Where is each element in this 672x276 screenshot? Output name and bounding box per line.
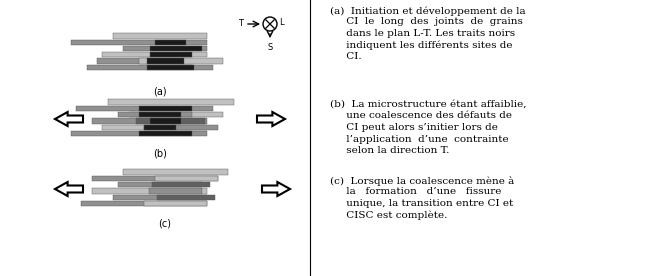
- Bar: [152, 182, 210, 187]
- Bar: [155, 176, 218, 181]
- Text: (a)  Initiation et développement de la: (a) Initiation et développement de la: [330, 6, 526, 15]
- Bar: [71, 39, 207, 45]
- Bar: [102, 52, 207, 57]
- Bar: [102, 125, 207, 130]
- Text: (c)  Lorsque la coalescence mène à: (c) Lorsque la coalescence mène à: [330, 176, 514, 186]
- Bar: [149, 118, 181, 124]
- Bar: [76, 106, 212, 111]
- Bar: [87, 65, 212, 70]
- Text: (a): (a): [153, 87, 167, 97]
- Text: indiquent les différents sites de: indiquent les différents sites de: [330, 41, 513, 50]
- Text: (b): (b): [153, 149, 167, 159]
- Bar: [144, 125, 218, 130]
- Text: dans le plan L-T. Les traits noirs: dans le plan L-T. Les traits noirs: [330, 29, 515, 38]
- Bar: [139, 59, 223, 64]
- Bar: [113, 33, 207, 39]
- Bar: [91, 176, 218, 181]
- Bar: [139, 106, 192, 111]
- Polygon shape: [262, 182, 290, 196]
- Polygon shape: [55, 182, 83, 196]
- Text: T: T: [238, 20, 243, 28]
- Bar: [108, 99, 233, 105]
- Text: CI.: CI.: [330, 52, 362, 61]
- Text: la   formation   d’une   fissure: la formation d’une fissure: [330, 187, 501, 197]
- Bar: [136, 118, 205, 124]
- Text: CI  le  long  des  joints  de  grains: CI le long des joints de grains: [330, 17, 523, 26]
- Bar: [128, 112, 223, 117]
- Bar: [81, 201, 207, 206]
- Bar: [139, 112, 181, 117]
- Bar: [147, 59, 183, 64]
- Bar: [92, 118, 207, 124]
- Text: CI peut alors s’initier lors de: CI peut alors s’initier lors de: [330, 123, 498, 132]
- Bar: [149, 46, 202, 51]
- Bar: [118, 182, 202, 187]
- Bar: [112, 195, 207, 200]
- Text: (c): (c): [159, 219, 171, 229]
- Bar: [123, 169, 228, 175]
- Bar: [139, 131, 192, 136]
- Bar: [97, 59, 192, 64]
- Text: l’application  d’une  contrainte: l’application d’une contrainte: [330, 134, 509, 144]
- Text: une coalescence des défauts de: une coalescence des défauts de: [330, 112, 512, 121]
- Text: L: L: [279, 18, 284, 27]
- Bar: [144, 201, 207, 206]
- Bar: [149, 189, 202, 194]
- Bar: [91, 189, 207, 194]
- Text: selon la direction T.: selon la direction T.: [330, 146, 450, 155]
- Text: CISC est complète.: CISC est complète.: [330, 211, 448, 220]
- Bar: [157, 195, 215, 200]
- Bar: [118, 112, 192, 117]
- Bar: [144, 125, 176, 130]
- Bar: [71, 131, 207, 136]
- Bar: [155, 39, 186, 45]
- Polygon shape: [55, 112, 83, 126]
- Text: unique, la transition entre CI et: unique, la transition entre CI et: [330, 199, 513, 208]
- Bar: [147, 65, 194, 70]
- Polygon shape: [257, 112, 285, 126]
- Text: S: S: [267, 43, 273, 52]
- Bar: [149, 52, 192, 57]
- Text: (b)  La microstructure étant affaiblie,: (b) La microstructure étant affaiblie,: [330, 100, 526, 109]
- Bar: [123, 46, 207, 51]
